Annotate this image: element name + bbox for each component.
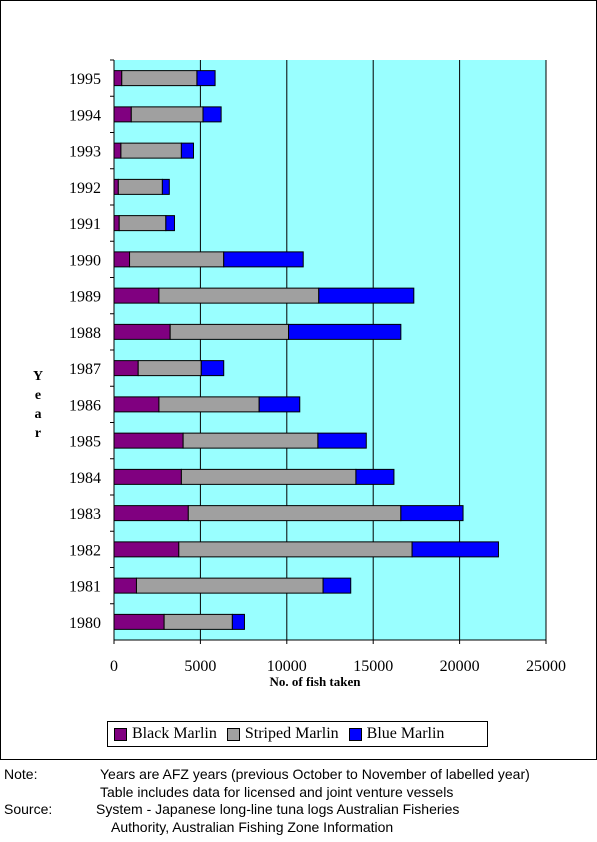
y-axis-title-letter: e: [35, 388, 41, 403]
y-axis-title-letter: r: [35, 426, 41, 441]
bar-black-marlin-1988: [113, 323, 171, 340]
bar-blue-marlin-1980: [231, 613, 245, 630]
bar-black-marlin-1980: [113, 613, 165, 630]
bar-striped-marlin-1988: [169, 323, 290, 340]
bar-blue-marlin-1981: [322, 577, 352, 594]
bar-striped-marlin-1983: [187, 505, 402, 522]
legend: Black Marlin Striped Marlin Blue Marlin: [107, 721, 488, 747]
source-text-line1: System - Japanese long-line tuna logs Au…: [96, 801, 460, 817]
bar-blue-marlin-1982: [411, 541, 499, 558]
bar-black-marlin-1995: [113, 70, 123, 87]
y-tick-label: 1991: [69, 216, 101, 233]
bar-striped-marlin-1995: [121, 70, 198, 87]
legend-label: Black Marlin: [132, 725, 217, 742]
y-tick-label: 1982: [69, 542, 101, 559]
bar-black-marlin-1987: [113, 360, 139, 377]
y-tick-label: 1981: [69, 579, 101, 596]
bar-black-marlin-1991: [113, 215, 120, 232]
y-tick-label: 1984: [69, 470, 101, 487]
y-axis-title-letter: Y: [33, 369, 43, 384]
bar-chart: 1995 1994 1993 1992 1991 1990 1989 1988 1987 1986…: [33, 59, 566, 689]
bar-striped-marlin-1991: [118, 215, 167, 232]
bar-black-marlin-1993: [113, 142, 122, 159]
note-label: Note:: [4, 766, 38, 782]
y-tick-label: 1980: [69, 615, 101, 632]
bar-striped-marlin-1992: [117, 178, 163, 195]
bar-black-marlin-1984: [113, 468, 182, 485]
bar-blue-marlin-1995: [196, 70, 216, 87]
bars: [113, 70, 499, 630]
y-axis-title: Year: [33, 369, 43, 441]
y-tick-label: 1992: [69, 180, 101, 197]
bar-blue-marlin-1988: [288, 323, 402, 340]
bar-striped-marlin-1990: [129, 251, 225, 268]
bar-striped-marlin-1985: [182, 432, 319, 449]
y-tick-label: 1988: [69, 325, 101, 342]
x-axis-title: No. of fish taken: [269, 674, 361, 689]
y-axis-ticks: 1995 1994 1993 1992 1991 1990 1989 1988 1987 1986…: [69, 59, 114, 632]
y-tick-label: 1987: [69, 361, 101, 378]
bar-blue-marlin-1989: [318, 287, 415, 304]
bar-striped-marlin-1981: [135, 577, 324, 594]
bar-striped-marlin-1980: [163, 613, 233, 630]
legend-swatch: [226, 727, 240, 741]
bar-blue-marlin-1983: [400, 505, 464, 522]
x-tick-label: 0: [110, 658, 118, 675]
bar-blue-marlin-1994: [202, 106, 222, 123]
bar-striped-marlin-1993: [120, 142, 182, 159]
bar-blue-marlin-1992: [161, 178, 170, 195]
bar-striped-marlin-1984: [180, 468, 357, 485]
x-tick-label: 25000: [526, 658, 566, 675]
legend-label: Blue Marlin: [366, 725, 445, 742]
bar-black-marlin-1992: [113, 178, 119, 195]
bar-blue-marlin-1990: [223, 251, 304, 268]
bar-black-marlin-1990: [113, 251, 131, 268]
bar-striped-marlin-1994: [130, 106, 204, 123]
y-tick-label: 1985: [69, 434, 101, 451]
legend-item-blue-marlin: Blue Marlin: [348, 725, 445, 743]
bar-blue-marlin-1987: [200, 360, 225, 377]
legend-item-black-marlin: Black Marlin: [114, 725, 217, 743]
source-label: Source:: [4, 801, 53, 817]
bar-striped-marlin-1986: [158, 396, 260, 413]
bar-blue-marlin-1993: [180, 142, 194, 159]
x-tick-label: 10000: [267, 658, 307, 675]
y-tick-label: 1983: [69, 506, 101, 523]
bar-black-marlin-1981: [113, 577, 137, 594]
legend-swatch: [114, 727, 127, 741]
y-tick-label: 1986: [69, 397, 101, 414]
bar-black-marlin-1982: [113, 541, 180, 558]
legend-label: Striped Marlin: [244, 725, 339, 742]
note-text-line2: Table includes data for licensed and joi…: [100, 783, 454, 800]
bar-black-marlin-1994: [113, 106, 132, 123]
x-tick-label: 20000: [440, 658, 480, 675]
note-text-line1: Years are AFZ years (previous October to…: [100, 766, 530, 782]
bar-black-marlin-1989: [113, 287, 160, 304]
source-text-line2: Authority, Australian Fishing Zone Infor…: [111, 818, 394, 835]
y-tick-label: 1989: [69, 289, 101, 306]
y-tick-label: 1993: [69, 144, 101, 161]
bar-black-marlin-1983: [113, 505, 189, 522]
bar-striped-marlin-1987: [137, 360, 202, 377]
legend-item-striped-marlin: Striped Marlin: [226, 725, 339, 743]
x-tick-label: 5000: [184, 658, 216, 675]
y-tick-label: 1990: [69, 252, 101, 269]
bar-black-marlin-1985: [113, 432, 184, 449]
bar-striped-marlin-1989: [158, 287, 320, 304]
y-tick-label: 1995: [69, 71, 101, 88]
legend-swatch: [348, 727, 362, 741]
bar-blue-marlin-1985: [317, 432, 367, 449]
bar-black-marlin-1986: [113, 396, 160, 413]
bar-blue-marlin-1991: [165, 215, 175, 232]
x-axis-ticks: 0 5000 10000 15000 20000 25000: [110, 640, 566, 675]
bar-blue-marlin-1986: [258, 396, 301, 413]
bar-striped-marlin-1982: [178, 541, 413, 558]
x-tick-label: 15000: [353, 658, 393, 675]
bar-blue-marlin-1984: [355, 468, 395, 485]
y-axis-title-letter: a: [35, 407, 42, 422]
y-tick-label: 1994: [69, 107, 101, 124]
